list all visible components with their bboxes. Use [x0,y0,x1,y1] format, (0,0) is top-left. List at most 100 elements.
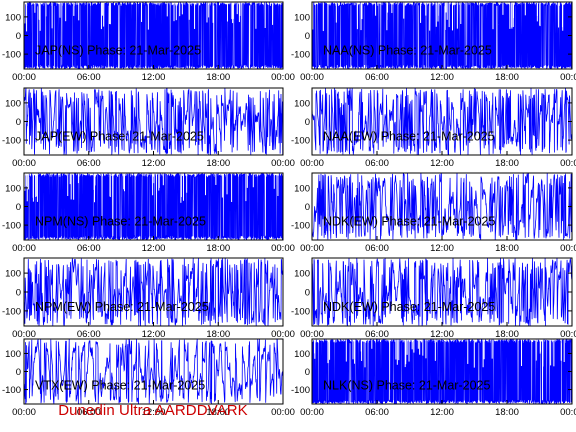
y-tick-label: 100 [294,183,310,194]
panel-title: NAA(EW) Phase: 21-Mar-2025 [323,129,495,143]
x-tick-label: 06:00 [365,407,389,418]
x-tick-label: 18:00 [206,329,230,340]
x-tick-label: 12:00 [430,329,454,340]
x-tick-label: 12:00 [142,407,166,418]
panel-vtx-ew-9: 100 0 -100 00:00 06:00 12:00 18:00 00:00 VTX(EW)… [2,338,295,418]
y-tick-label: -100 [291,306,310,317]
x-tick-label: 06:00 [77,72,101,83]
plot-frame [23,338,284,405]
phase-trace [24,88,283,155]
x-tick-label: 00:00 [12,72,36,83]
y-tick-label: 0 [16,202,21,213]
x-tick-label: 12:00 [430,158,454,169]
y-tick-label: -100 [291,50,310,61]
y-tick-label: 0 [305,288,310,299]
panel-npm-ew-7: 100 0 -100 00:00 06:00 12:00 18:00 00:00 NPM(EW)… [2,257,295,340]
x-tick-label: 00:00 [560,158,576,169]
panel-title: NPM(NS) Phase: 21-Mar-2025 [35,214,206,228]
x-tick-label: 00:00 [560,243,576,254]
x-tick-label: 18:00 [495,329,519,340]
x-tick-label: 00:00 [300,72,324,83]
x-tick-label: 18:00 [495,407,519,418]
x-tick-label: 00:00 [560,72,576,83]
x-tick-label: 18:00 [495,158,519,169]
x-tick-label: 00:00 [12,407,36,418]
panel-ndk-ew-6: 100 0 -100 00:00 06:00 12:00 18:00 00:00 NDK(EW)… [291,172,576,254]
phase-trace [24,339,283,404]
phase-trace [24,258,283,326]
panel-jap-ew-3: 100 0 -100 00:00 06:00 12:00 18:00 00:00 JAP(EW)… [2,87,295,169]
panel-naa-ew-4: 100 0 -100 00:00 06:00 12:00 18:00 00:00 NAA(EW)… [291,87,576,169]
y-tick-label: -100 [2,136,21,147]
y-tick-label: -100 [2,221,21,232]
x-tick-label: 12:00 [430,243,454,254]
x-tick-label: 00:00 [300,407,324,418]
panel-ndk-ew-8: 100 0 -100 00:00 06:00 12:00 18:00 00:00 NDK(EW)… [291,257,576,340]
y-tick-label: -100 [291,385,310,396]
x-tick-label: 00:00 [271,329,295,340]
x-tick-label: 12:00 [142,243,166,254]
x-tick-label: 18:00 [495,72,519,83]
phase-trace [24,2,283,69]
x-tick-label: 06:00 [77,158,101,169]
x-tick-label: 18:00 [206,72,230,83]
panel-jap-ns-1: 100 0 -100 00:00 06:00 12:00 18:00 00:00 JAP(NS)… [2,1,295,83]
y-tick-label: 100 [5,349,21,360]
y-tick-label: 100 [5,183,21,194]
x-tick-label: 06:00 [365,72,389,83]
panel-title: JAP(EW) Phase: 21-Mar-2025 [35,129,204,143]
x-tick-label: 00:00 [12,243,36,254]
y-tick-label: -100 [2,385,21,396]
x-tick-label: 12:00 [142,72,166,83]
panel-title: NDK(EW) Phase: 21-Mar-2025 [323,300,495,314]
y-tick-label: 100 [5,98,21,109]
panel-title: NPM(EW) Phase: 21-Mar-2025 [35,300,209,314]
x-tick-label: 00:00 [12,329,36,340]
y-tick-label: 100 [294,349,310,360]
panel-nlk-ns-10: 100 0 -100 00:00 06:00 12:00 18:00 00:00 NLK(NS)… [291,338,576,418]
y-tick-label: -100 [2,306,21,317]
x-tick-label: 06:00 [365,243,389,254]
x-tick-label: 18:00 [495,243,519,254]
y-tick-label: 100 [294,98,310,109]
x-tick-label: 00:00 [271,407,295,418]
x-tick-label: 18:00 [206,243,230,254]
y-tick-label: 100 [294,12,310,23]
panel-naa-ns-2: 100 0 -100 00:00 06:00 12:00 18:00 00:00 NAA(NS)… [291,1,576,83]
x-tick-label: 00:00 [300,329,324,340]
x-tick-label: 12:00 [142,158,166,169]
y-tick-label: 100 [5,12,21,23]
x-tick-label: 00:00 [300,243,324,254]
x-tick-label: 00:00 [300,158,324,169]
y-tick-label: -100 [291,221,310,232]
x-tick-label: 06:00 [77,407,101,418]
x-tick-label: 12:00 [142,329,166,340]
x-tick-label: 00:00 [12,158,36,169]
phase-trace [312,339,572,404]
panel-title: VTX(EW) Phase: 21-Mar-2025 [35,379,205,393]
x-tick-label: 12:00 [430,407,454,418]
phase-trace [312,88,572,155]
x-tick-label: 06:00 [365,329,389,340]
panel-title: NDK(EW) Phase: 21-Mar-2025 [323,214,495,228]
x-tick-label: 00:00 [560,329,576,340]
phase-trace [24,173,283,240]
phase-trace [312,173,572,240]
x-tick-label: 12:00 [430,72,454,83]
y-tick-label: 0 [305,117,310,128]
y-tick-label: -100 [291,136,310,147]
x-tick-label: 06:00 [77,329,101,340]
panel-title: NAA(NS) Phase: 21-Mar-2025 [323,43,492,57]
x-tick-label: 18:00 [206,407,230,418]
x-tick-label: 06:00 [77,243,101,254]
x-tick-label: 06:00 [365,158,389,169]
y-tick-label: 0 [16,117,21,128]
y-tick-label: 100 [294,269,310,280]
x-tick-label: 00:00 [271,72,295,83]
y-tick-label: 0 [305,31,310,42]
phase-trace [312,258,572,326]
y-tick-label: 0 [16,367,21,378]
panel-title: JAP(NS) Phase: 21-Mar-2025 [35,43,201,57]
panel-title: NLK(NS) Phase: 21-Mar-2025 [323,379,490,393]
x-tick-label: 18:00 [206,158,230,169]
